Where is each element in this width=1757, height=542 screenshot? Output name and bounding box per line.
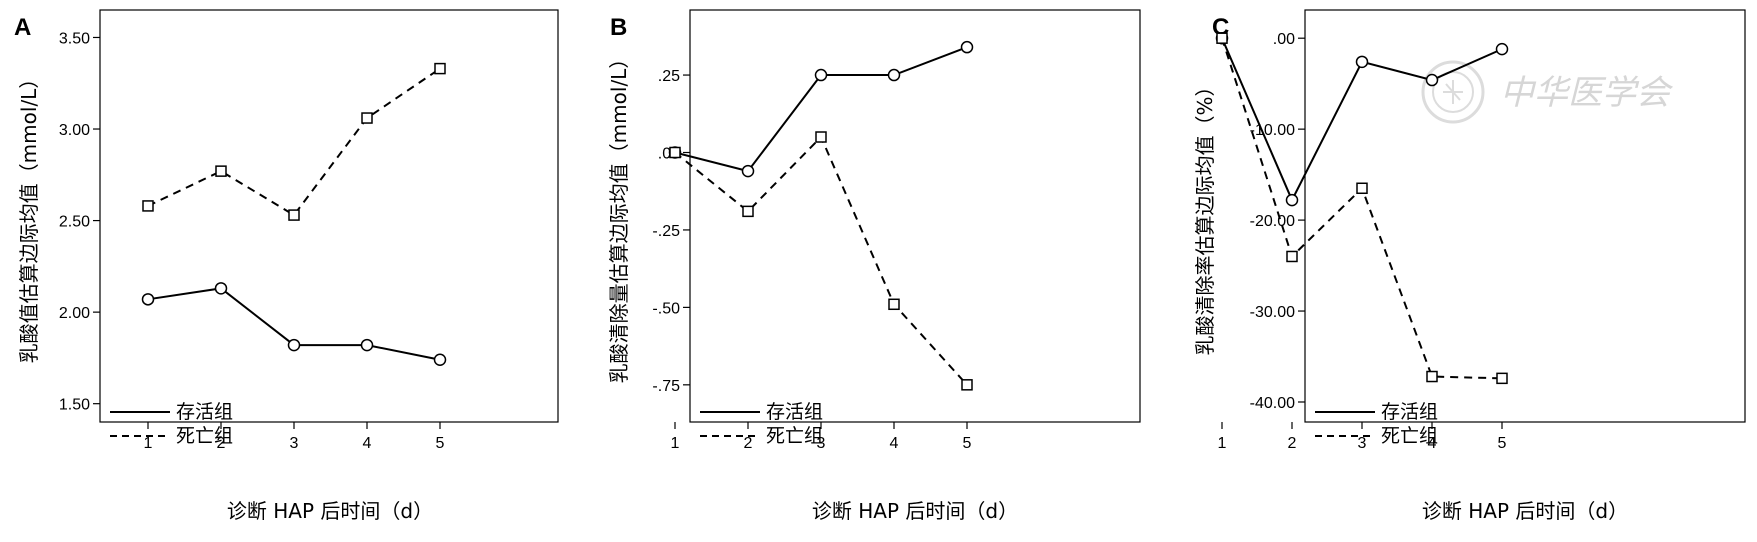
survival-data-point xyxy=(214,282,228,295)
survival-data-point xyxy=(360,338,374,352)
death-data-point xyxy=(961,379,973,391)
x-tick-label: 2 xyxy=(744,435,753,452)
panel-b-series xyxy=(668,40,974,391)
death-data-point xyxy=(742,205,754,218)
y-tick-label: 3.00 xyxy=(59,122,90,139)
panel-b-yticks: .25.00-.25-.50-.75 xyxy=(652,68,690,395)
panel-a: A 1.50 2.00 2.50 3.00 3.50 1 2 3 4 5 诊断 HAP 后时间（… xyxy=(14,9,559,523)
y-tick-label: 1.50 xyxy=(59,397,90,414)
death-data-point xyxy=(361,112,373,124)
death-data-point xyxy=(434,62,446,75)
survival-data-point xyxy=(1355,55,1369,69)
death-series-line xyxy=(147,67,441,217)
x-tick-label: 3 xyxy=(1358,435,1367,452)
panel-a-frame xyxy=(99,9,559,423)
death-data-point xyxy=(1356,182,1368,195)
survival-series-line xyxy=(674,46,968,173)
panel-b-xticks: 1 2 3 4 5 xyxy=(671,422,972,452)
x-tick-label: 2 xyxy=(1288,435,1297,452)
panel-a-xticks: 1 2 3 4 5 xyxy=(144,422,445,452)
y-tick-label: .00 xyxy=(1273,31,1295,48)
death-data-point xyxy=(815,131,827,143)
death-data-point xyxy=(1496,372,1508,385)
x-tick-label: 4 xyxy=(363,435,372,452)
panel-c-yticks: .00 -10.00 -20.00 -30.00 -40.00 xyxy=(1250,31,1305,412)
legend-label-survival: 存活组 xyxy=(1381,401,1438,423)
survival-data-point xyxy=(141,293,155,306)
legend-label-death: 死亡组 xyxy=(1381,425,1438,447)
x-tick-label: 3 xyxy=(290,435,299,452)
survival-data-point xyxy=(814,68,828,82)
watermark-text: 中华医学会 xyxy=(1500,73,1674,113)
panel-c-legend: 存活组 死亡组 xyxy=(1315,401,1438,447)
panel-b-legend: 存活组 死亡组 xyxy=(700,401,823,447)
panel-c-frame xyxy=(1304,9,1746,423)
x-tick-label: 1 xyxy=(1218,435,1227,452)
death-series-line xyxy=(674,135,968,386)
y-tick-label: 3.50 xyxy=(59,30,90,47)
panel-c-x-axis-title: 诊断 HAP 后时间（d） xyxy=(1422,499,1628,523)
panel-b-x-axis-title: 诊断 HAP 后时间（d） xyxy=(812,499,1018,523)
y-tick-label: .25 xyxy=(658,68,680,85)
survival-data-point xyxy=(741,164,755,178)
y-tick-label: 2.50 xyxy=(59,214,90,231)
survival-data-point xyxy=(287,338,301,352)
x-tick-label: 2 xyxy=(217,435,226,452)
x-tick-label: 1 xyxy=(671,435,680,452)
panel-a-yticks: 1.50 2.00 2.50 3.00 3.50 xyxy=(59,30,100,414)
y-tick-label: -40.00 xyxy=(1250,395,1295,412)
death-data-point xyxy=(1426,370,1438,383)
y-tick-label: -.25 xyxy=(652,223,680,240)
death-data-point xyxy=(1216,32,1228,44)
legend-label-death: 死亡组 xyxy=(176,425,233,447)
watermark-seal-icon xyxy=(1421,60,1485,124)
x-tick-label: 4 xyxy=(890,435,899,452)
y-tick-label: 2.00 xyxy=(59,305,90,322)
x-tick-label: 4 xyxy=(1428,435,1437,452)
panel-a-y-axis-title: 乳酸值估算边际均值（mmol/L） xyxy=(17,69,41,364)
y-tick-label: -10.00 xyxy=(1250,122,1295,139)
death-series-line xyxy=(1221,37,1503,380)
survival-data-point xyxy=(1495,42,1509,56)
death-data-point xyxy=(215,165,227,177)
death-data-point xyxy=(1286,250,1298,263)
panel-c-series xyxy=(1215,31,1509,385)
y-tick-label: -.75 xyxy=(652,378,680,395)
x-tick-label: 3 xyxy=(817,435,826,452)
legend-label-survival: 存活组 xyxy=(176,401,233,423)
panel-b-y-axis-title: 乳酸清除量估算边际均值（mmol/L） xyxy=(607,49,631,384)
survival-data-point xyxy=(960,40,974,54)
x-tick-label: 1 xyxy=(144,435,153,452)
panel-a-series xyxy=(141,62,447,366)
panel-c-y-axis-title: 乳酸清除率估算边际均值（%） xyxy=(1193,76,1217,355)
death-data-point xyxy=(888,298,900,311)
survival-data-point xyxy=(433,353,447,366)
panel-a-letter: A xyxy=(14,14,31,41)
y-tick-label: -.50 xyxy=(652,300,680,317)
death-data-point xyxy=(288,209,300,221)
survival-data-point xyxy=(887,68,901,82)
x-tick-label: 5 xyxy=(963,435,972,452)
panel-c-xticks: 1 2 3 4 5 xyxy=(1218,422,1507,452)
panel-b-frame xyxy=(689,9,1141,423)
legend-label-survival: 存活组 xyxy=(766,401,823,423)
y-tick-label: -20.00 xyxy=(1250,213,1295,230)
panel-a-x-axis-title: 诊断 HAP 后时间（d） xyxy=(227,499,433,523)
survival-data-point xyxy=(1285,193,1299,207)
survival-data-point xyxy=(1425,73,1439,87)
death-data-point xyxy=(669,146,681,159)
panel-b-letter: B xyxy=(610,14,627,41)
x-tick-label: 5 xyxy=(436,435,445,452)
y-tick-label: -30.00 xyxy=(1250,304,1295,321)
death-data-point xyxy=(142,200,154,212)
x-tick-label: 5 xyxy=(1498,435,1507,452)
panel-a-legend: 存活组 死亡组 xyxy=(110,401,233,447)
legend-label-death: 死亡组 xyxy=(766,425,823,447)
